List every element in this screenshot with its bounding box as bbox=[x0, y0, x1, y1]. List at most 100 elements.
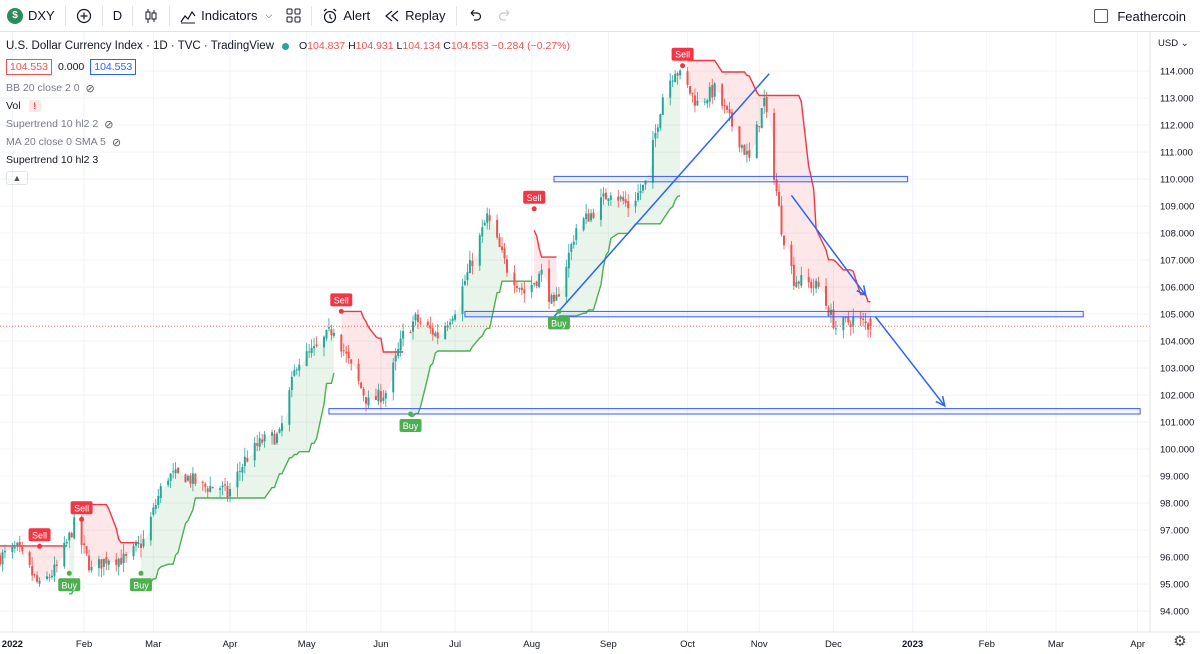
alert-label: Alert bbox=[343, 8, 371, 23]
candle-body bbox=[342, 350, 345, 352]
candle-body bbox=[859, 317, 862, 319]
supertrend-fill-area bbox=[534, 230, 557, 300]
indicator-vol[interactable]: Vol ! bbox=[6, 97, 570, 115]
indicators-button[interactable]: Indicators ⌵ bbox=[173, 0, 279, 32]
indicator-supertrend-2[interactable]: Supertrend 10 hl2 2 ⊘ bbox=[6, 115, 570, 133]
candle-body bbox=[1, 552, 4, 565]
eye-hidden-icon[interactable]: ⊘ bbox=[85, 82, 95, 95]
grid-icon bbox=[286, 8, 301, 23]
candle-body bbox=[567, 252, 570, 269]
drawings[interactable] bbox=[0, 73, 1150, 415]
high-key: H bbox=[348, 40, 356, 52]
chart-type-button[interactable] bbox=[136, 0, 166, 32]
candle-body bbox=[122, 553, 125, 564]
symbol-title[interactable]: U.S. Dollar Currency Index · 1D · TVC · … bbox=[6, 40, 274, 52]
candle-body bbox=[599, 197, 602, 220]
candle-body bbox=[308, 351, 311, 353]
redo-button[interactable] bbox=[490, 0, 520, 32]
indicator-supertrend-3[interactable]: Supertrend 10 hl2 3 bbox=[6, 151, 570, 169]
account-name: Feathercoin bbox=[1117, 8, 1186, 24]
candle-body bbox=[842, 317, 845, 331]
supertrend-fill-area bbox=[81, 504, 139, 569]
replay-button[interactable]: Replay bbox=[377, 0, 452, 32]
undo-icon bbox=[470, 9, 481, 21]
candle-body bbox=[711, 85, 714, 98]
symbol-search[interactable]: $ DXY bbox=[0, 0, 62, 32]
time-axis[interactable] bbox=[0, 632, 1200, 654]
candle-body bbox=[399, 338, 402, 351]
interval-button[interactable]: D bbox=[106, 0, 129, 32]
trend-line[interactable] bbox=[553, 73, 770, 318]
candle-body bbox=[325, 330, 328, 339]
candle-body bbox=[117, 558, 120, 567]
warning-icon[interactable]: ! bbox=[28, 100, 41, 112]
market-status-dot bbox=[282, 42, 289, 50]
candle-body bbox=[743, 145, 746, 155]
eye-hidden-icon[interactable]: ⊘ bbox=[104, 118, 114, 131]
candle-body bbox=[107, 560, 110, 565]
candle-body bbox=[36, 575, 39, 582]
candle-body bbox=[73, 517, 76, 539]
arrow-line[interactable] bbox=[790, 194, 867, 296]
horizontal-zone-rectangle[interactable] bbox=[553, 175, 909, 183]
price-axis[interactable] bbox=[1150, 32, 1200, 632]
candle-body bbox=[211, 486, 214, 489]
compare-button[interactable] bbox=[69, 0, 99, 32]
price-tick-label: 112.000 bbox=[1160, 121, 1194, 132]
collapse-legend-button[interactable]: ▲ bbox=[6, 171, 28, 185]
candle-body bbox=[416, 314, 419, 322]
arrow-line[interactable] bbox=[874, 316, 946, 407]
supertrend-fill-area bbox=[69, 527, 75, 594]
account-checkbox[interactable] bbox=[1094, 9, 1109, 23]
account-area[interactable]: Feathercoin bbox=[1094, 0, 1186, 32]
candle-body bbox=[634, 200, 637, 207]
candle-body bbox=[169, 473, 172, 481]
candle-body bbox=[263, 434, 266, 442]
sell-signal-label: Sell bbox=[32, 530, 47, 540]
candle-body bbox=[38, 580, 41, 584]
currency-label[interactable]: USD ⌄ bbox=[1158, 38, 1189, 49]
candle-body bbox=[275, 433, 278, 443]
indicator-bb[interactable]: BB 20 close 2 0 ⊘ bbox=[6, 79, 570, 97]
indicator-ma[interactable]: MA 20 close 0 SMA 5 ⊘ bbox=[6, 133, 570, 151]
bid-price[interactable]: 104.553 bbox=[6, 59, 52, 75]
candle-body bbox=[189, 475, 192, 484]
alert-button[interactable]: Alert bbox=[315, 0, 377, 32]
candle-body bbox=[533, 283, 536, 285]
sell-signal-dot bbox=[37, 543, 43, 549]
candle-body bbox=[253, 442, 256, 461]
candle-body bbox=[290, 376, 293, 391]
candle-body bbox=[548, 268, 551, 302]
candle-body bbox=[496, 219, 499, 238]
ask-price[interactable]: 104.553 bbox=[90, 59, 137, 75]
candle-body bbox=[177, 467, 180, 473]
eye-hidden-icon[interactable]: ⊘ bbox=[111, 136, 122, 149]
candle-body bbox=[21, 545, 24, 552]
price-tick-label: 109.000 bbox=[1160, 202, 1194, 213]
undo-button[interactable] bbox=[460, 0, 490, 32]
candle-body bbox=[731, 112, 734, 127]
price-chart[interactable]: Sell Buy Sell Buy Sell Buy Sell Buy Sell USD ⌄ 11… bbox=[0, 32, 1200, 654]
candle-body bbox=[70, 533, 73, 538]
candle-body bbox=[540, 269, 543, 275]
templates-button[interactable] bbox=[279, 0, 308, 32]
candle-body bbox=[310, 348, 313, 354]
candle-body bbox=[488, 215, 491, 221]
indicator-label: Vol bbox=[6, 100, 21, 112]
candle-body bbox=[157, 496, 160, 506]
candle-body bbox=[723, 105, 726, 107]
candle-body bbox=[565, 266, 568, 297]
supertrend-fill-area bbox=[558, 72, 681, 316]
candle-body bbox=[132, 546, 135, 557]
candle-body bbox=[347, 351, 350, 359]
candle-body bbox=[159, 485, 162, 498]
top-toolbar: $ DXY D Indicators ⌵ bbox=[0, 0, 1200, 32]
chart-settings-gear-icon[interactable]: ⚙ bbox=[1173, 633, 1187, 650]
horizontal-zone-rectangle[interactable] bbox=[464, 310, 1084, 318]
candle-body bbox=[374, 396, 377, 401]
time-tick-label: Mar bbox=[1048, 639, 1064, 650]
price-tick-label: 97.000 bbox=[1160, 526, 1189, 537]
candle-body bbox=[691, 92, 694, 94]
horizontal-zone-rectangle[interactable] bbox=[328, 408, 1141, 415]
candle-body bbox=[224, 484, 227, 486]
